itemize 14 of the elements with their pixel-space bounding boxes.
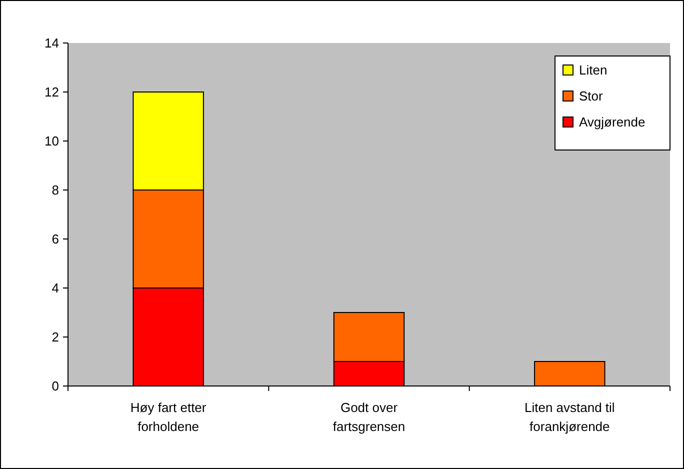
y-tick-label: 2 [52,330,59,345]
legend-label: Liten [579,62,608,78]
x-tick-label: Godt over fartsgrensen [332,400,406,434]
y-tick-label: 0 [52,378,59,394]
x-tick-label: Høy fart etter forholdene [130,400,207,434]
y-tick-label: 12 [44,84,59,100]
y-tick-label: 14 [44,36,59,51]
y-tick-label: 10 [44,134,59,149]
legend-label: Avgjørende [579,114,646,130]
y-tick-label: 8 [52,182,59,198]
x-tick-label: Liten avstand til forankjørende [524,400,615,434]
legend-label: Stor [579,88,604,104]
y-tick-label: 4 [52,280,59,296]
y-tick-label: 6 [52,232,59,247]
